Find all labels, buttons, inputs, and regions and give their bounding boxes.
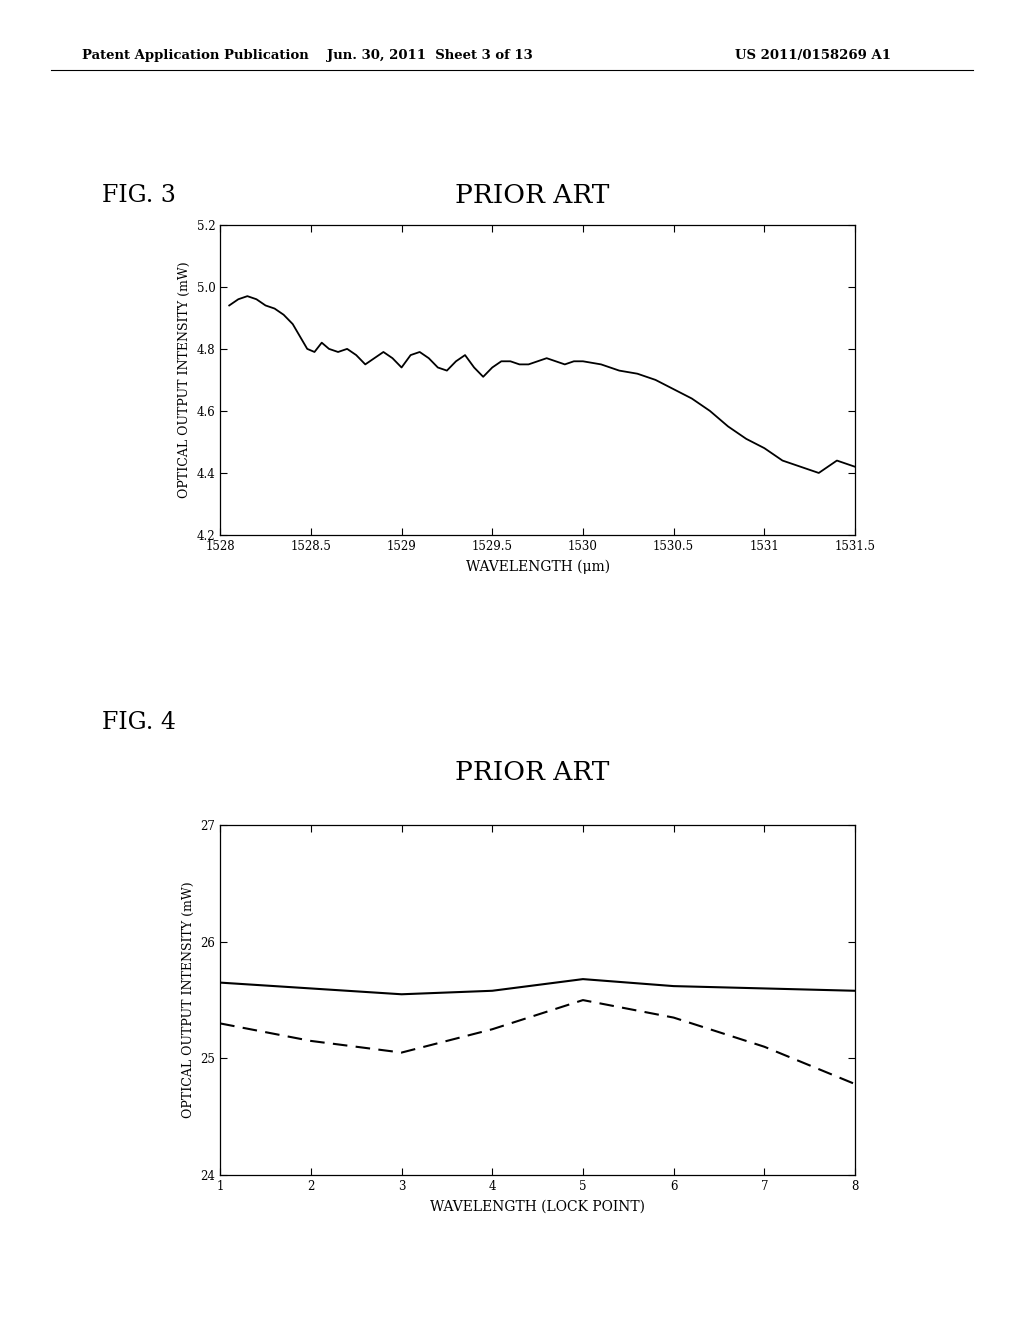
- Text: US 2011/0158269 A1: US 2011/0158269 A1: [735, 49, 891, 62]
- Y-axis label: OPTICAL OUTPUT INTENSITY (mW): OPTICAL OUTPUT INTENSITY (mW): [178, 261, 191, 498]
- Text: FIG. 4: FIG. 4: [102, 710, 176, 734]
- Text: Jun. 30, 2011  Sheet 3 of 13: Jun. 30, 2011 Sheet 3 of 13: [328, 49, 532, 62]
- Y-axis label: OPTICAL OUTPUT INTENSITY (mW): OPTICAL OUTPUT INTENSITY (mW): [182, 882, 195, 1118]
- Text: Patent Application Publication: Patent Application Publication: [82, 49, 308, 62]
- Text: FIG. 3: FIG. 3: [102, 183, 176, 207]
- Text: PRIOR ART: PRIOR ART: [456, 760, 609, 784]
- X-axis label: WAVELENGTH (LOCK POINT): WAVELENGTH (LOCK POINT): [430, 1200, 645, 1214]
- X-axis label: WAVELENGTH (μm): WAVELENGTH (μm): [466, 560, 609, 574]
- Text: PRIOR ART: PRIOR ART: [456, 183, 609, 207]
